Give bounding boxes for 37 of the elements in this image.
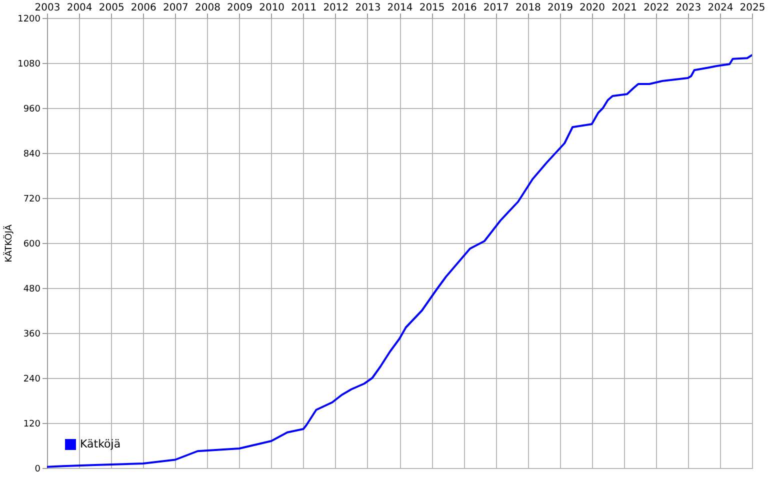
y-tick-label: 1080 — [18, 60, 41, 70]
x-tick-label: 2004 — [66, 2, 92, 14]
x-tick-label: 2016 — [451, 2, 477, 14]
y-tick-label: 960 — [23, 104, 41, 114]
x-tick-label: 2024 — [708, 2, 734, 14]
x-tick-label: 2012 — [323, 2, 349, 14]
x-tick-label: 2009 — [227, 2, 252, 14]
x-tick-label: 2008 — [195, 2, 220, 14]
x-tick-label: 2003 — [34, 2, 60, 14]
x-tick-label: 2023 — [676, 2, 702, 14]
x-tick-label: 2021 — [612, 2, 638, 14]
y-tick-label: 840 — [23, 150, 41, 160]
y-tick-label: 0 — [34, 464, 41, 474]
y-tick-label: 1200 — [18, 14, 41, 24]
y-tick-label: 720 — [23, 194, 41, 204]
y-tick-label: 120 — [23, 420, 41, 430]
x-tick-label: 2020 — [580, 2, 605, 14]
line-series — [47, 54, 752, 468]
y-axis-title: KÄTKÖJÄ — [2, 224, 15, 262]
y-tick-label: 600 — [23, 240, 41, 250]
x-tick-label: 2007 — [162, 2, 188, 14]
x-tick-label: 2019 — [548, 2, 573, 14]
x-tick-label: 2011 — [291, 2, 317, 14]
x-tick-label: 2005 — [98, 2, 124, 14]
y-tick-label: 360 — [23, 330, 41, 340]
y-tick-label: 480 — [23, 284, 41, 294]
x-tick-label: 2013 — [355, 2, 381, 14]
x-tick-label: 2010 — [259, 2, 285, 14]
x-tick-label: 2025 — [740, 2, 766, 14]
x-tick-label: 2022 — [644, 2, 670, 14]
x-tick-label: 2015 — [419, 2, 445, 14]
x-tick-label: 2014 — [387, 2, 413, 14]
legend-label: Kätköjä — [80, 438, 121, 450]
y-tick-label: 240 — [23, 374, 41, 384]
x-tick-label: 2018 — [515, 2, 541, 14]
x-tick-label: 2006 — [130, 2, 156, 14]
x-tick-label: 2017 — [483, 2, 509, 14]
